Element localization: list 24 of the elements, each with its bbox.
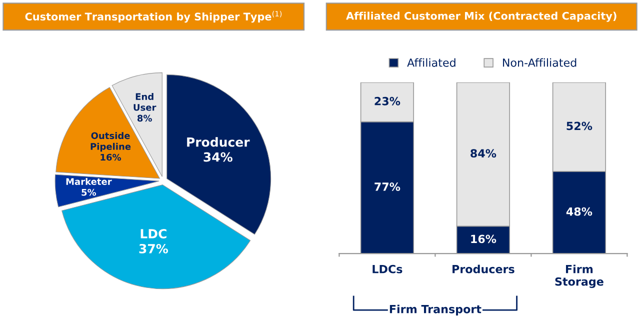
slice-label: Producer xyxy=(187,137,250,147)
data-label: 23% xyxy=(374,96,400,106)
slice-label: Marketer xyxy=(66,178,112,185)
slice-label: Outside Pipeline xyxy=(90,132,131,152)
data-label: 8% xyxy=(137,114,152,122)
legend-label: Non-Affiliated xyxy=(503,58,576,67)
data-label: 84% xyxy=(470,149,496,158)
x-tick-label: LDCs xyxy=(372,264,402,274)
data-label: 16% xyxy=(471,234,496,244)
data-label: 34% xyxy=(204,152,232,162)
data-label: 37% xyxy=(139,244,168,254)
x-tick-label: Firm Storage xyxy=(555,264,604,288)
x-tick-label: Producers xyxy=(452,264,514,274)
data-label: 5% xyxy=(82,188,96,196)
text: Firm Transport xyxy=(390,304,482,316)
chart-title: Affiliated Customer Mix (Contracted Capacity) xyxy=(346,12,616,22)
slice-label: LDC xyxy=(140,229,166,238)
data-label: 48% xyxy=(566,207,592,216)
slice-label: End User xyxy=(134,93,156,111)
legend-label: Affiliated xyxy=(407,58,456,67)
data-label: 52% xyxy=(566,122,592,130)
chart-title: Customer Transportation by Shipper Type$^{(1)}$ xyxy=(25,10,282,23)
data-label: 77% xyxy=(374,182,400,191)
data-label: 16% xyxy=(100,154,122,161)
